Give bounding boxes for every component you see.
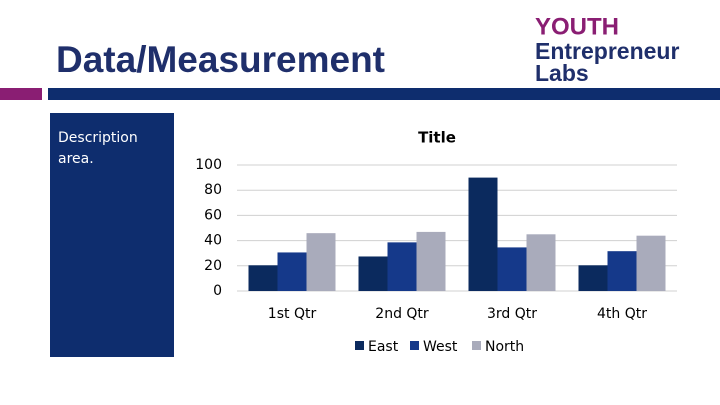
y-tick-label: 80 [204,182,222,198]
bar [526,234,556,291]
x-tick-label: 2nd Qtr [375,306,429,322]
bar [636,235,666,291]
bar [306,233,336,291]
y-tick-label: 0 [213,283,222,299]
bar [607,251,637,291]
y-tick-label: 60 [204,207,222,223]
bar [358,256,388,291]
logo-line: Entrepreneur [535,38,679,64]
legend-swatch [410,341,419,350]
y-tick-label: 20 [204,258,222,274]
bar [468,177,498,291]
description-wrap: Description area. [58,130,138,167]
description: Description area. [58,130,138,167]
legend-label: West [423,339,458,355]
slide-title: Data/Measurement [56,39,385,80]
accent-bar [0,88,42,100]
logo-line: Labs [535,60,589,86]
logo-line: YOUTH [535,13,619,40]
legend-label: East [368,339,399,355]
bar [497,247,527,291]
legend-label: North [485,339,524,355]
x-tick-label: 1st Qtr [268,306,317,322]
x-tick-label: 3rd Qtr [487,306,537,322]
legend-swatch [355,341,364,350]
description-box [50,113,174,357]
x-tick-label: 4th Qtr [597,306,647,322]
bar [578,265,608,291]
legend-swatch [472,341,481,350]
y-tick-label: 100 [195,157,222,173]
y-tick-label: 40 [204,233,222,249]
header-bar [48,88,720,100]
bar [277,252,307,291]
bar [248,265,278,291]
bar [416,231,446,291]
bar [387,242,417,291]
chart-title: Title [418,129,456,147]
